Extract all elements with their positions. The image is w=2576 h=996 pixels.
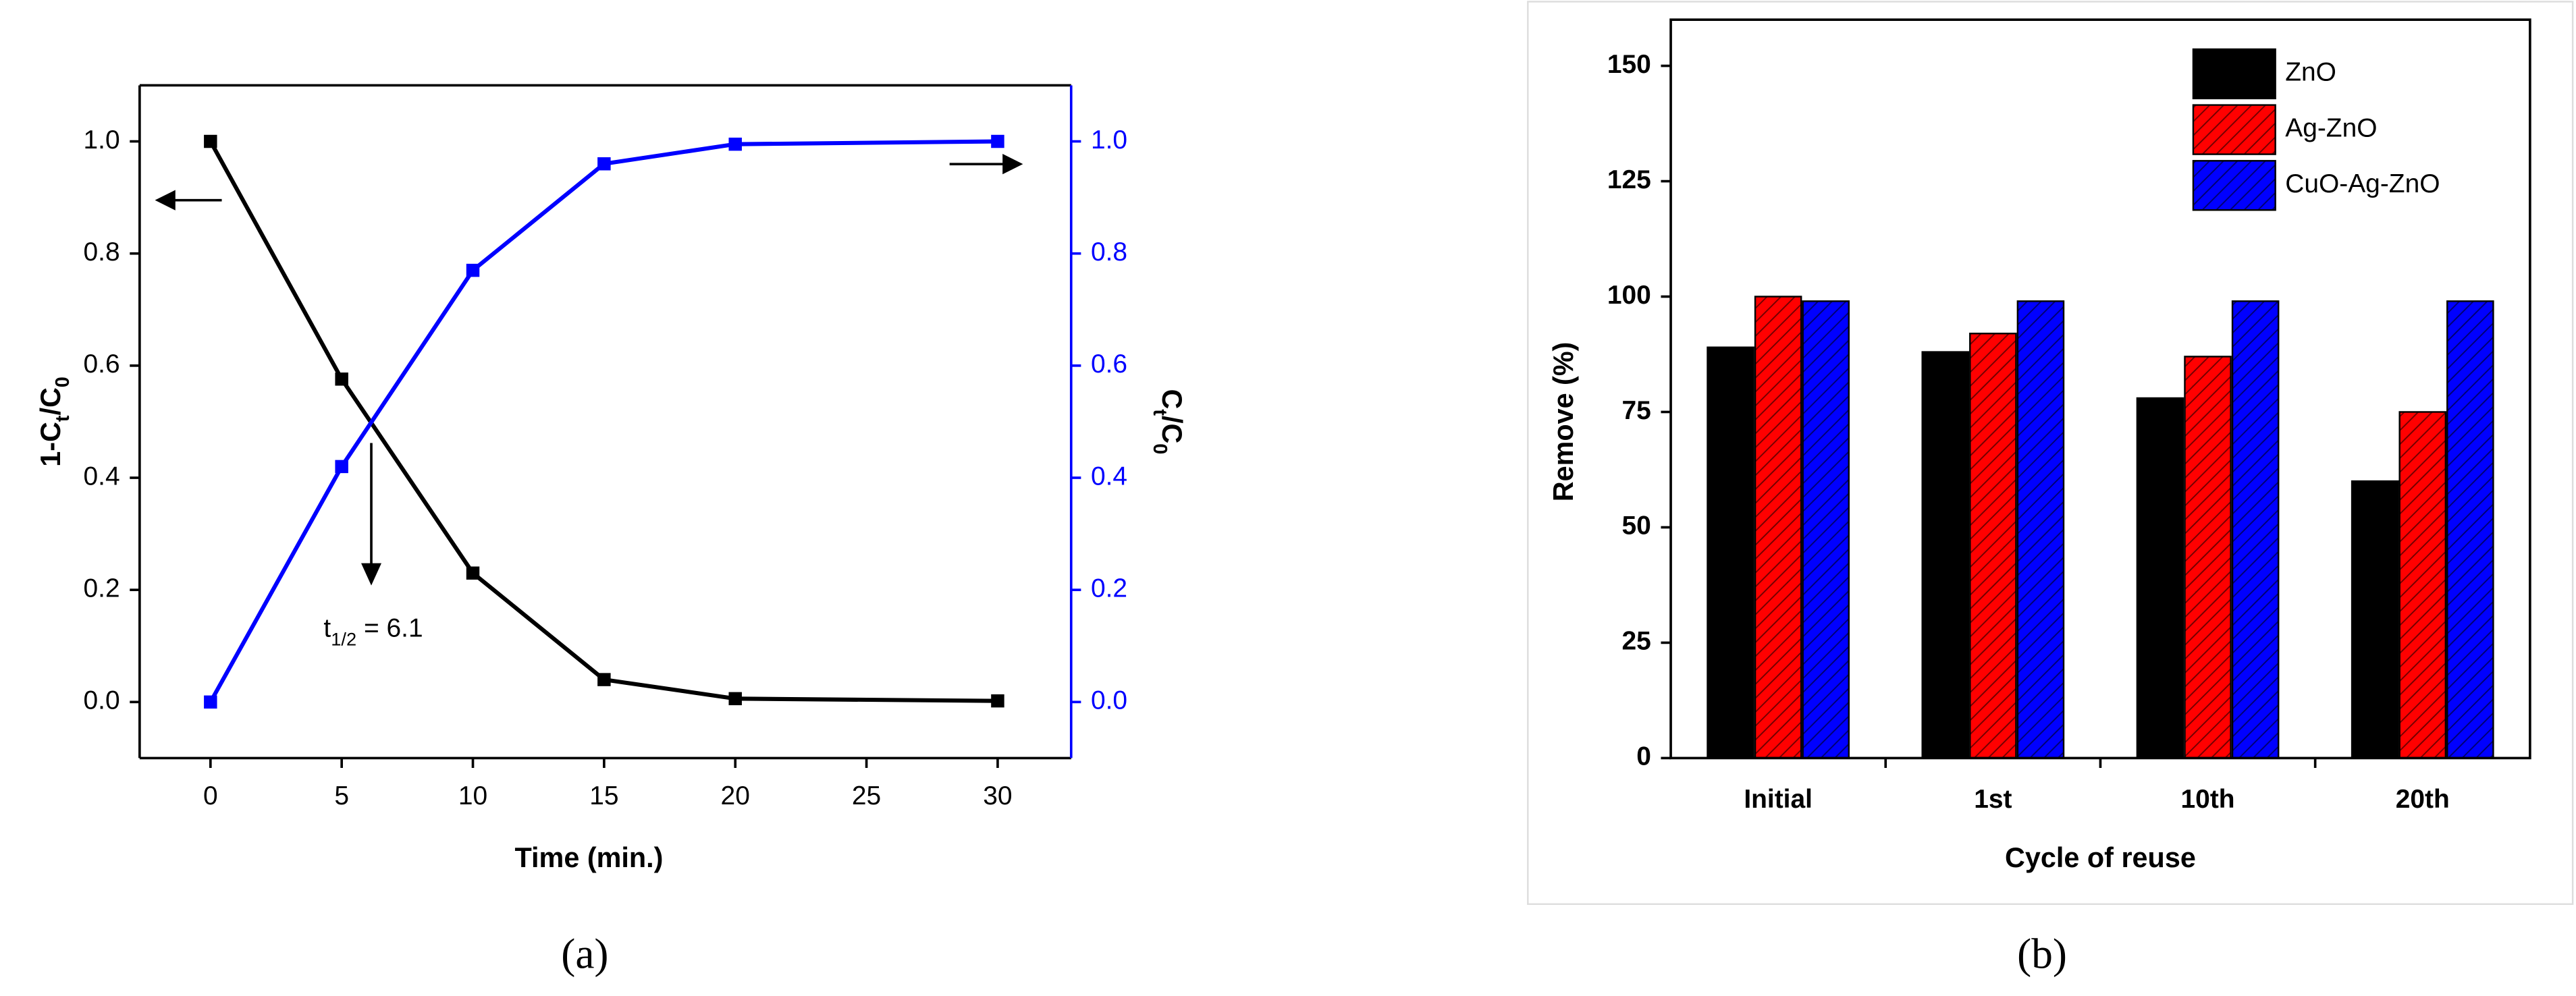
series-line — [209, 140, 998, 703]
legend-label: ZnO — [2285, 58, 2336, 87]
x-tick-label: 5 — [334, 781, 349, 810]
y-tick-label: 25 — [1622, 627, 1651, 656]
point — [597, 673, 611, 686]
x-tick-label: Initial — [1744, 785, 1813, 814]
point — [204, 695, 217, 709]
arrow-head — [1002, 154, 1023, 175]
bar — [1802, 300, 1850, 759]
bar — [1707, 346, 1754, 759]
bar — [1754, 296, 1802, 759]
caption: (a) — [561, 931, 608, 978]
y-axis-label: 1-Ct/C0 — [35, 377, 74, 467]
plot-frame — [1669, 18, 2531, 760]
bar — [2136, 397, 2184, 759]
y2-tick-label: 0.0 — [1091, 686, 1127, 715]
label-part: 1/2 — [331, 628, 356, 649]
x-tick-label: 25 — [852, 781, 881, 810]
label-part: t — [52, 415, 74, 422]
x-axis-label: Cycle of reuse — [2005, 842, 2196, 873]
bar — [2184, 356, 2232, 759]
label-part: /C — [1156, 416, 1187, 443]
bar — [2446, 300, 2494, 759]
x-tick-label: 20 — [721, 781, 750, 810]
label-part: 1-C — [35, 422, 66, 467]
x-tick-label: 1st — [1974, 785, 2012, 814]
y-tick-label: 0.0 — [84, 686, 120, 715]
arrows — [155, 154, 1023, 586]
y-tick-label: 125 — [1607, 165, 1651, 194]
legend-swatch — [2192, 160, 2276, 211]
caption: (b) — [2017, 931, 2067, 978]
y-tick-label: 0.8 — [84, 238, 120, 267]
y-tick-label: 150 — [1607, 50, 1651, 79]
series-line — [209, 139, 998, 703]
point — [597, 157, 611, 171]
panel-frame — [1527, 1, 2574, 906]
x-tick-label: 30 — [983, 781, 1012, 810]
x-tick-label: 20th — [2396, 785, 2450, 814]
legend-swatch — [2192, 48, 2276, 100]
y-tick-label: 100 — [1607, 281, 1651, 310]
point — [466, 566, 480, 580]
point — [991, 134, 1004, 148]
legend-label: Ag-ZnO — [2285, 113, 2377, 142]
annotation: t1/2 = 6.1 — [323, 614, 423, 649]
x-tick-label: 15 — [589, 781, 618, 810]
point — [204, 134, 217, 148]
legend-swatch — [2192, 104, 2276, 155]
y-tick-label: 50 — [1622, 511, 1651, 541]
label-part: 0 — [52, 377, 74, 387]
arrow-head — [155, 190, 176, 211]
bar — [2231, 300, 2280, 759]
label-part: = 6.1 — [356, 614, 423, 643]
point — [466, 263, 480, 277]
x-axis-label: Time (min.) — [515, 842, 664, 873]
y2-tick-label: 1.0 — [1091, 126, 1127, 155]
y2-tick-label: 0.6 — [1091, 350, 1127, 379]
x-tick-label: 0 — [203, 781, 218, 810]
y2-tick-label: 0.2 — [1091, 574, 1127, 603]
y-tick-label: 0.4 — [84, 462, 120, 491]
bar — [2016, 300, 2065, 759]
y2-tick-label: 0.8 — [1091, 238, 1127, 267]
label-part: C — [1156, 389, 1187, 409]
point — [728, 692, 742, 706]
y-tick-label: 0 — [1636, 742, 1651, 771]
point — [728, 137, 742, 151]
label-part: 0 — [1149, 443, 1171, 454]
label-part: t — [323, 614, 331, 643]
point — [335, 460, 348, 474]
point — [335, 372, 348, 386]
x-tick-label: 10 — [458, 781, 487, 810]
arrow-head — [361, 563, 382, 586]
y-tick-label: 0.6 — [84, 350, 120, 379]
y-tick-label: 0.2 — [84, 574, 120, 603]
y-tick-label: 1.0 — [84, 126, 120, 155]
y-tick-label: 75 — [1622, 396, 1651, 425]
bar — [1921, 351, 1970, 759]
y2-axis-label: Ct/C0 — [1149, 389, 1187, 454]
point — [991, 694, 1004, 708]
y2-tick-label: 0.4 — [1091, 462, 1127, 491]
y-axis-label: Remove (%) — [1548, 342, 1579, 502]
bar — [2398, 411, 2447, 759]
bar — [2351, 480, 2399, 759]
legend-label: CuO-Ag-ZnO — [2285, 169, 2440, 198]
bar — [1969, 333, 2017, 759]
x-tick-label: 10th — [2181, 785, 2235, 814]
label-part: /C — [35, 387, 66, 415]
label-part: t — [1149, 409, 1171, 416]
